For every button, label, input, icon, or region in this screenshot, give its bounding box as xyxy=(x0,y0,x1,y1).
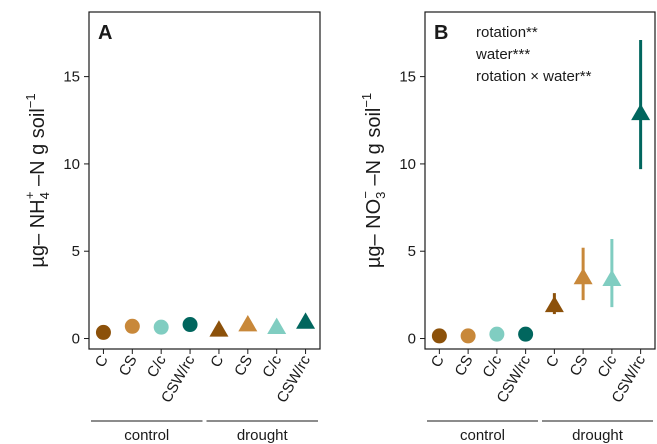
point-control-csw-rc xyxy=(518,326,534,342)
x-tick-label: C/c xyxy=(479,352,505,380)
y-tick-label: 5 xyxy=(72,243,80,260)
x-tick-label: C xyxy=(92,352,112,370)
y-tick-label: 15 xyxy=(399,69,416,86)
group-label-control: control xyxy=(460,427,505,444)
y-tick-label: 10 xyxy=(63,156,80,173)
plot-area xyxy=(88,11,321,350)
x-tick-label: CS xyxy=(451,353,476,380)
x-tick-label: C xyxy=(428,352,448,370)
point-control-cs xyxy=(124,318,140,334)
significance-annotation: water*** xyxy=(475,46,530,63)
panel-label: B xyxy=(434,22,448,44)
y-axis-label: µg– NO3− –N g soil−1 xyxy=(358,93,388,268)
point-control-csw-rc xyxy=(182,317,198,333)
group-label-drought: drought xyxy=(572,427,624,444)
x-tick-label: C/c xyxy=(594,352,620,380)
x-tick-label: CS xyxy=(116,353,141,380)
y-tick-label: 0 xyxy=(408,331,416,348)
point-drought-c xyxy=(209,320,229,337)
point-drought-c-c xyxy=(267,317,287,335)
significance-annotation: rotation** xyxy=(476,24,538,41)
x-tick-label: CS xyxy=(231,353,256,380)
point-drought-csw-rc xyxy=(631,103,651,121)
y-tick-label: 5 xyxy=(408,243,416,260)
x-tick-label: C/c xyxy=(259,352,285,380)
point-control-c-c xyxy=(489,326,505,342)
point-drought-c-c xyxy=(602,269,622,286)
x-tick-label: CS xyxy=(566,353,591,380)
point-control-c-c xyxy=(153,319,169,335)
x-tick-label: C xyxy=(207,352,227,370)
y-tick-label: 10 xyxy=(399,156,416,173)
point-drought-cs xyxy=(238,315,258,332)
point-control-cs xyxy=(460,328,476,344)
point-control-c xyxy=(95,324,111,340)
x-tick-label: C xyxy=(543,352,563,370)
group-label-control: control xyxy=(124,427,169,444)
point-drought-cs xyxy=(573,267,593,285)
panel-label: A xyxy=(98,22,112,44)
plot-area xyxy=(424,11,656,350)
point-drought-csw-rc xyxy=(296,312,316,329)
y-tick-label: 15 xyxy=(63,69,80,86)
point-control-c xyxy=(431,328,447,344)
y-tick-label: 0 xyxy=(72,331,80,348)
group-label-drought: drought xyxy=(237,427,289,444)
significance-annotation: rotation × water** xyxy=(476,68,592,85)
y-axis-label: µg– NH4+ –N g soil−1 xyxy=(22,93,52,267)
point-drought-c xyxy=(544,295,564,313)
x-tick-label: C/c xyxy=(144,352,170,380)
